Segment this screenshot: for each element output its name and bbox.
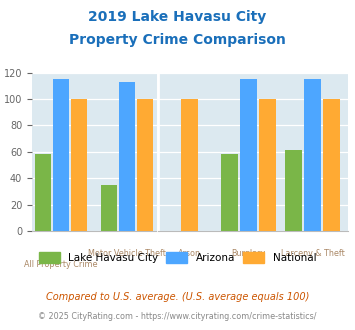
Bar: [100, 185, 117, 231]
Bar: [304, 79, 321, 231]
Text: Larceny & Theft: Larceny & Theft: [281, 249, 345, 258]
Bar: [119, 82, 135, 231]
Bar: [221, 154, 238, 231]
Text: Burglary: Burglary: [231, 249, 266, 258]
Text: 2019 Lake Havasu City: 2019 Lake Havasu City: [88, 10, 267, 24]
Bar: [71, 99, 87, 231]
Bar: [53, 79, 69, 231]
Bar: [181, 99, 198, 231]
Bar: [259, 99, 276, 231]
Text: © 2025 CityRating.com - https://www.cityrating.com/crime-statistics/: © 2025 CityRating.com - https://www.city…: [38, 312, 317, 321]
Bar: [137, 99, 153, 231]
Bar: [240, 79, 257, 231]
Text: Property Crime Comparison: Property Crime Comparison: [69, 33, 286, 47]
Text: Arson: Arson: [178, 249, 201, 258]
Text: Motor Vehicle Theft: Motor Vehicle Theft: [88, 249, 166, 258]
Bar: [35, 154, 51, 231]
Legend: Lake Havasu City, Arizona, National: Lake Havasu City, Arizona, National: [35, 248, 320, 267]
Bar: [285, 150, 302, 231]
Bar: [323, 99, 340, 231]
Text: All Property Crime: All Property Crime: [24, 260, 98, 269]
Text: Compared to U.S. average. (U.S. average equals 100): Compared to U.S. average. (U.S. average …: [46, 292, 309, 302]
